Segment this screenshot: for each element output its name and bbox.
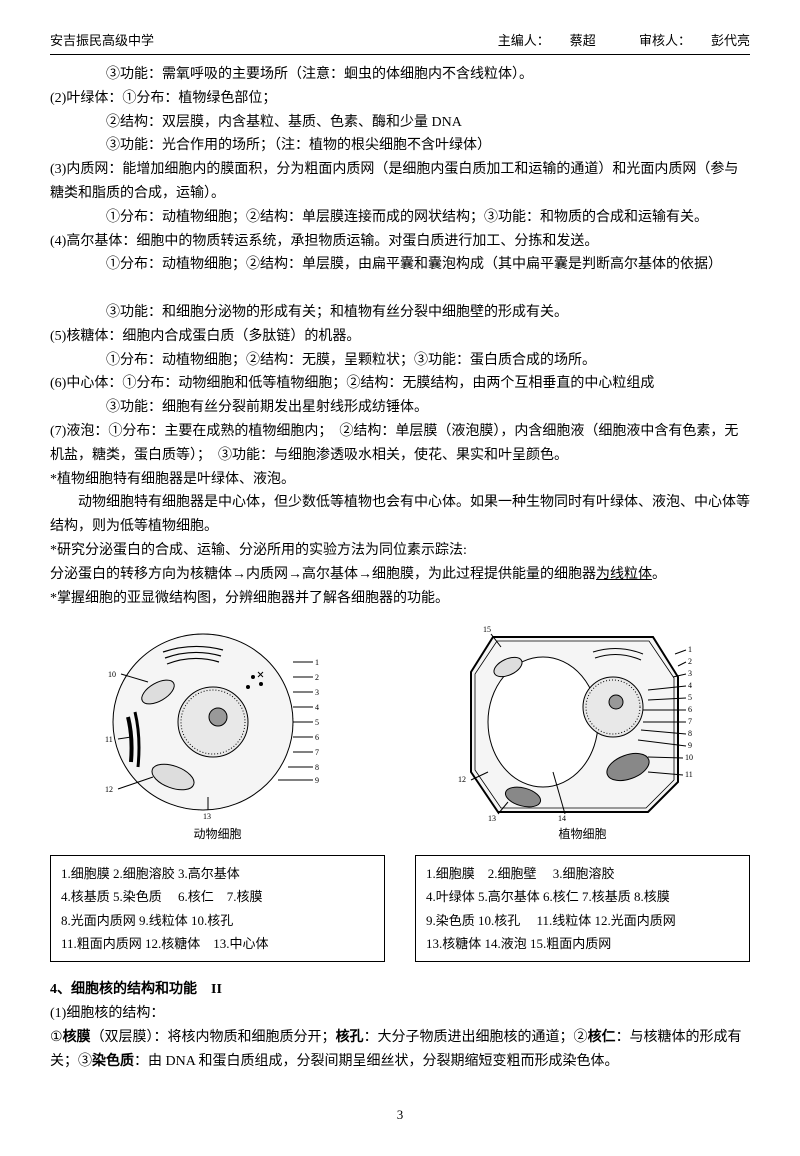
legend-row: 8.光面内质网 9.线粒体 10.核孔 — [61, 909, 374, 932]
text-line: *植物细胞特有细胞器是叶绿体、液泡。 — [50, 468, 750, 492]
svg-text:12: 12 — [458, 775, 466, 784]
svg-text:8: 8 — [688, 729, 692, 738]
text-line: ①核膜（双层膜）：将核内物质和细胞质分开；核孔：大分子物质进出细胞核的通道；②核… — [50, 1026, 750, 1074]
legend-row: 11.粗面内质网 12.核糖体 13.中心体 — [61, 932, 374, 955]
svg-text:5: 5 — [315, 718, 319, 727]
text-line: *掌握细胞的亚显微结构图，分辨细胞器并了解各细胞器的功能。 — [50, 587, 750, 611]
svg-text:3: 3 — [688, 669, 692, 678]
svg-text:2: 2 — [315, 673, 319, 682]
text-line: (5)核糖体：细胞内合成蛋白质（多肽链）的机器。 — [50, 325, 750, 349]
svg-text:7: 7 — [315, 748, 319, 757]
plant-cell-icon: 15 1 2 3 4 5 6 7 8 9 10 11 12 13 14 — [453, 622, 713, 822]
legend-row: 4.叶绿体 5.高尔基体 6.核仁 7.核基质 8.核膜 — [426, 885, 739, 908]
svg-text:12: 12 — [105, 785, 113, 794]
cell-figures: 1 2 3 4 5 6 7 8 9 10 11 12 13 动物细胞 — [50, 622, 750, 844]
svg-text:1: 1 — [315, 658, 319, 667]
text-line: (3)内质网：能增加细胞内的膜面积，分为粗面内质网（是细胞内蛋白质加工和运输的通… — [50, 158, 750, 206]
animal-cell-label: 动物细胞 — [50, 824, 385, 844]
text-line: 分泌蛋白的转移方向为核糖体→内质网→高尔基体→细胞膜，为此过程提供能量的细胞器为… — [50, 563, 750, 587]
svg-text:10: 10 — [108, 670, 116, 679]
text-line: ①分布：动植物细胞；②结构：单层膜，由扁平囊和囊泡构成（其中扁平囊是判断高尔基体… — [50, 253, 750, 277]
svg-text:9: 9 — [315, 776, 319, 785]
svg-text:15: 15 — [483, 625, 491, 634]
svg-text:4: 4 — [688, 681, 692, 690]
svg-text:13: 13 — [203, 812, 211, 821]
text-line: ③功能：和细胞分泌物的形成有关；和植物有丝分裂中细胞壁的形成有关。 — [50, 301, 750, 325]
svg-text:6: 6 — [315, 733, 319, 742]
text-line: ③功能：需氧呼吸的主要场所（注意：蛔虫的体细胞内不含线粒体）。 — [50, 63, 750, 87]
animal-cell-icon: 1 2 3 4 5 6 7 8 9 10 11 12 13 — [103, 622, 333, 822]
reviewer: 审核人：彭代亮 — [619, 33, 750, 48]
svg-text:7: 7 — [688, 717, 692, 726]
text-line: (2)叶绿体：①分布：植物绿色部位； — [50, 87, 750, 111]
header-right: 主编人：蔡超 审核人：彭代亮 — [458, 30, 750, 52]
svg-text:8: 8 — [315, 763, 319, 772]
svg-text:11: 11 — [685, 770, 693, 779]
legend-row: 4.核基质 5.染色质 6.核仁 7.核膜 — [61, 885, 374, 908]
spacer — [50, 277, 750, 301]
text-line: (6)中心体：①分布：动物细胞和低等植物细胞；②结构：无膜结构，由两个互相垂直的… — [50, 372, 750, 396]
svg-text:11: 11 — [105, 735, 113, 744]
plant-cell-label: 植物细胞 — [415, 824, 750, 844]
svg-text:9: 9 — [688, 741, 692, 750]
plant-legend-box: 1.细胞膜 2.细胞壁 3.细胞溶胶 4.叶绿体 5.高尔基体 6.核仁 7.核… — [415, 855, 750, 963]
page-number: 3 — [50, 1104, 750, 1126]
svg-text:1: 1 — [688, 645, 692, 654]
text-line: ②结构：双层膜，内含基粒、基质、色素、酶和少量 DNA — [50, 111, 750, 135]
svg-text:2: 2 — [688, 657, 692, 666]
svg-text:3: 3 — [315, 688, 319, 697]
svg-text:10: 10 — [685, 753, 693, 762]
text-line: (1)细胞核的结构： — [50, 1002, 750, 1026]
plant-cell-figure: 15 1 2 3 4 5 6 7 8 9 10 11 12 13 14 植物细胞 — [415, 622, 750, 844]
school-name: 安吉振民高级中学 — [50, 30, 154, 52]
section-title: 4、细胞核的结构和功能 II — [50, 978, 750, 1002]
text-line: (7)液泡：①分布：主要在成熟的植物细胞内； ②结构：单层膜（液泡膜），内含细胞… — [50, 420, 750, 468]
legend-row: 13.核糖体 14.液泡 15.粗面内质网 — [426, 932, 739, 955]
text-line: ①分布：动植物细胞；②结构：单层膜连接而成的网状结构；③功能：和物质的合成和运输… — [50, 206, 750, 230]
editor: 主编人：蔡超 — [478, 33, 596, 48]
svg-text:14: 14 — [558, 814, 566, 822]
animal-cell-figure: 1 2 3 4 5 6 7 8 9 10 11 12 13 动物细胞 — [50, 622, 385, 844]
text-line: ①分布：动植物细胞；②结构：无膜，呈颗粒状；③功能：蛋白质合成的场所。 — [50, 349, 750, 373]
svg-text:13: 13 — [488, 814, 496, 822]
legend-row: 1.细胞膜 2.细胞溶胶 3.高尔基体 — [61, 862, 374, 885]
svg-text:6: 6 — [688, 705, 692, 714]
page-header: 安吉振民高级中学 主编人：蔡超 审核人：彭代亮 — [50, 30, 750, 55]
text-line: (4)高尔基体：细胞中的物质转运系统，承担物质运输。对蛋白质进行加工、分拣和发送… — [50, 230, 750, 254]
legend-boxes: 1.细胞膜 2.细胞溶胶 3.高尔基体 4.核基质 5.染色质 6.核仁 7.核… — [50, 855, 750, 963]
text-line: *研究分泌蛋白的合成、运输、分泌所用的实验方法为同位素示踪法: — [50, 539, 750, 563]
text-line: ③功能：光合作用的场所；（注：植物的根尖细胞不含叶绿体） — [50, 134, 750, 158]
svg-text:4: 4 — [315, 703, 319, 712]
legend-row: 9.染色质 10.核孔 11.线粒体 12.光面内质网 — [426, 909, 739, 932]
text-line: 动物细胞特有细胞器是中心体，但少数低等植物也会有中心体。如果一种生物同时有叶绿体… — [50, 491, 750, 539]
animal-legend-box: 1.细胞膜 2.细胞溶胶 3.高尔基体 4.核基质 5.染色质 6.核仁 7.核… — [50, 855, 385, 963]
legend-row: 1.细胞膜 2.细胞壁 3.细胞溶胶 — [426, 862, 739, 885]
svg-text:5: 5 — [688, 693, 692, 702]
text-line: ③功能：细胞有丝分裂前期发出星射线形成纺锤体。 — [50, 396, 750, 420]
